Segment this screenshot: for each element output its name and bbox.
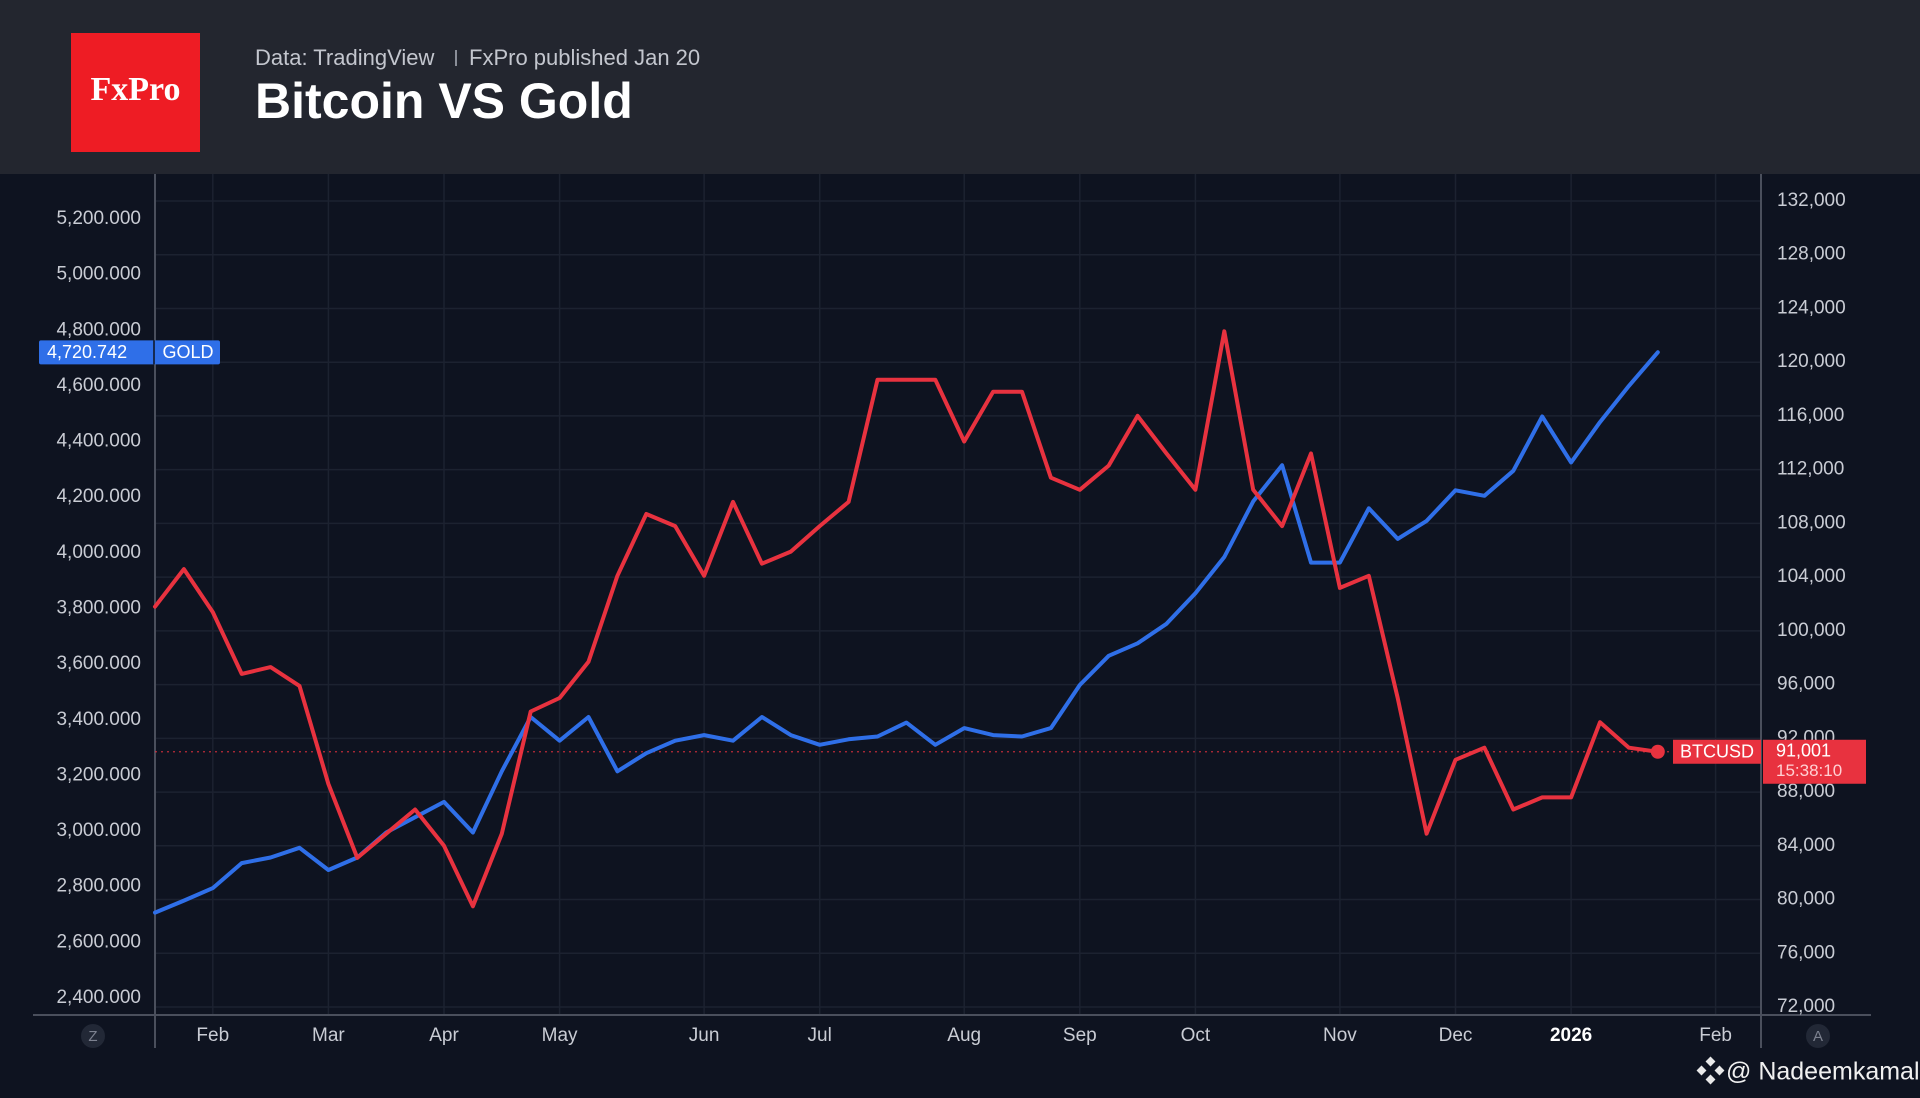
y-tick-label: 5,000.000 xyxy=(56,264,141,285)
x-tick-label: Dec xyxy=(1439,1025,1473,1046)
x-tick-label: Sep xyxy=(1063,1025,1097,1046)
corner-button-label: A xyxy=(1813,1028,1823,1045)
y-tick-label: 4,800.000 xyxy=(56,319,141,340)
y-tick-label: 4,000.000 xyxy=(56,542,141,563)
x-tick-label: 2026 xyxy=(1550,1025,1592,1046)
y2-tick-label: 128,000 xyxy=(1777,244,1846,265)
last-value-label: 91,001 xyxy=(1776,741,1831,761)
y-tick-label: 2,600.000 xyxy=(56,931,141,952)
y-tick-label: 3,200.000 xyxy=(56,764,141,785)
x-tick-label: Feb xyxy=(196,1025,229,1046)
line-series xyxy=(153,329,1660,909)
x-tick-label: Nov xyxy=(1323,1025,1357,1046)
chart-title: Bitcoin VS Gold xyxy=(255,73,633,129)
y2-tick-label: 108,000 xyxy=(1777,512,1846,533)
y2-tick-label: 88,000 xyxy=(1777,781,1835,802)
y2-tick-label: 124,000 xyxy=(1777,297,1846,318)
y2-tick-label: 100,000 xyxy=(1777,620,1846,641)
y-tick-label: 3,400.000 xyxy=(56,709,141,730)
x-tick-label: Aug xyxy=(947,1025,981,1046)
last-value-label: 4,720.742 xyxy=(47,342,127,362)
y2-tick-label: 96,000 xyxy=(1777,674,1835,695)
corner-button-label: Z xyxy=(88,1028,97,1045)
source: Data: TradingView xyxy=(255,45,434,70)
x-tick-label: May xyxy=(542,1025,578,1046)
y-tick-label: 3,600.000 xyxy=(56,653,141,674)
y-tick-label: 3,000.000 xyxy=(56,820,141,841)
price-tag xyxy=(39,340,220,365)
series-name: BTCUSD xyxy=(1680,742,1754,762)
series-tag xyxy=(1673,739,1761,764)
y-tick-label: 4,200.000 xyxy=(56,486,141,507)
publisher: FxPro published Jan 20 xyxy=(469,45,700,70)
y-tick-label: 2,800.000 xyxy=(56,876,141,897)
y-tick-label: 4,400.000 xyxy=(56,431,141,452)
price-tag xyxy=(1763,739,1866,784)
corner-button xyxy=(81,1024,105,1048)
y2-tick-label: 116,000 xyxy=(1777,405,1844,426)
y2-tick-label: 112,000 xyxy=(1777,459,1844,480)
x-tick-label: Mar xyxy=(312,1025,345,1046)
y2-tick-label: 84,000 xyxy=(1777,835,1835,856)
header xyxy=(0,0,1920,174)
y-tick-label: 3,800.000 xyxy=(56,598,141,619)
logo: FxPro xyxy=(90,71,180,108)
x-tick-label: Jul xyxy=(808,1025,832,1046)
y2-tick-label: 104,000 xyxy=(1777,566,1846,587)
y2-tick-label: 132,000 xyxy=(1777,190,1846,211)
x-tick-label: Oct xyxy=(1181,1025,1211,1046)
plot: 2,400.000 2,600.000 2,800.000 3,000.000 3,20… xyxy=(33,174,1871,1048)
last-point xyxy=(1650,744,1665,759)
y2-tick-label: 76,000 xyxy=(1777,942,1835,963)
logo-box xyxy=(71,33,200,152)
line-series xyxy=(153,350,1660,915)
countdown: 15:38:10 xyxy=(1776,761,1842,780)
y2-tick-label: 120,000 xyxy=(1777,351,1846,372)
y-tick-label: 2,400.000 xyxy=(56,987,141,1008)
series-name: GOLD xyxy=(162,342,213,362)
y-tick-label: 4,600.000 xyxy=(56,375,141,396)
x-tick-label: Apr xyxy=(429,1025,459,1046)
watermark: @ Nadeemkamal xyxy=(1726,1058,1920,1086)
watermark-icon xyxy=(1696,1056,1725,1085)
x-tick-label: Jun xyxy=(689,1025,720,1046)
y-tick-label: 5,200.000 xyxy=(56,208,141,229)
corner-button xyxy=(1806,1024,1830,1048)
y2-tick-label: 72,000 xyxy=(1777,996,1835,1017)
y2-tick-label: 80,000 xyxy=(1777,889,1835,910)
x-tick-label: Feb xyxy=(1699,1025,1732,1046)
